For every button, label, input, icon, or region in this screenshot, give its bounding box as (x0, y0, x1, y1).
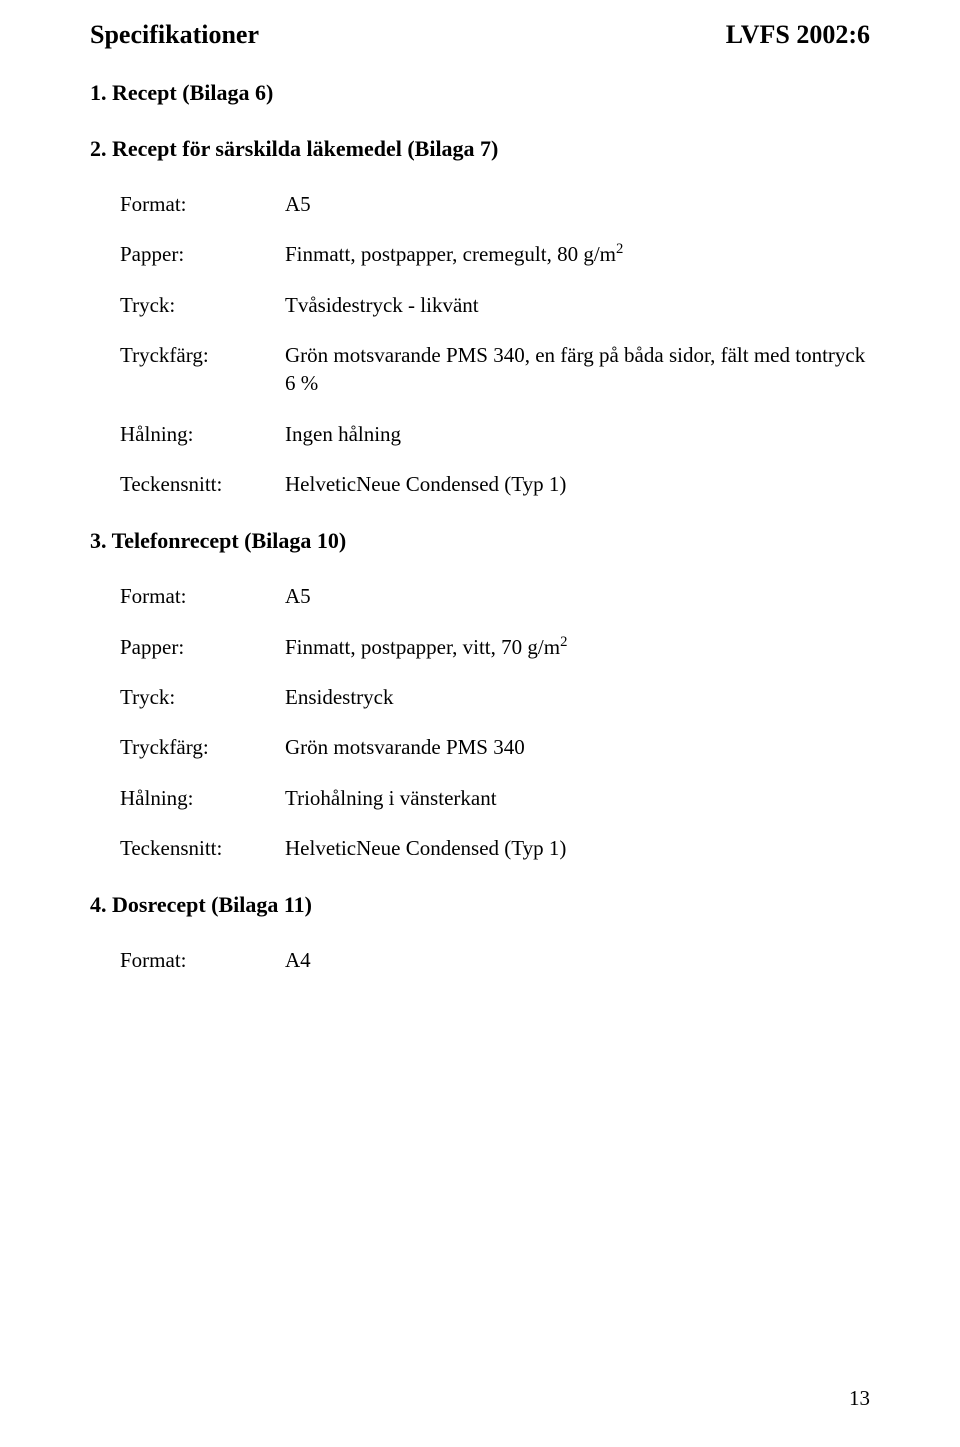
spec-value: A5 (285, 582, 870, 610)
page-title: Specifikationer (90, 20, 259, 50)
section-heading-1: 1. Recept (Bilaga 6) (90, 80, 870, 106)
spec-label: Hålning: (120, 784, 285, 812)
section-heading-2: 2. Recept för särskilda läkemedel (Bilag… (90, 136, 870, 162)
spec-table-3: Format: A5 Papper: Finmatt, postpapper, … (120, 582, 870, 862)
spec-row: Tryckfärg: Grön motsvarande PMS 340 (120, 733, 870, 761)
spec-table-4: Format: A4 (120, 946, 870, 974)
spec-row: Teckensnitt: HelveticNeue Condensed (Typ… (120, 834, 870, 862)
spec-row: Papper: Finmatt, postpapper, vitt, 70 g/… (120, 633, 870, 661)
section-heading-4: 4. Dosrecept (Bilaga 11) (90, 892, 870, 918)
spec-value: HelveticNeue Condensed (Typ 1) (285, 470, 870, 498)
spec-row: Teckensnitt: HelveticNeue Condensed (Typ… (120, 470, 870, 498)
spec-value: Grön motsvarande PMS 340 (285, 733, 870, 761)
spec-label: Teckensnitt: (120, 470, 285, 498)
spec-row: Hålning: Ingen hålning (120, 420, 870, 448)
spec-row: Tryckfärg: Grön motsvarande PMS 340, en … (120, 341, 870, 398)
spec-label: Tryck: (120, 291, 285, 319)
spec-label: Hålning: (120, 420, 285, 448)
spec-value: HelveticNeue Condensed (Typ 1) (285, 834, 870, 862)
spec-value: Grön motsvarande PMS 340, en färg på båd… (285, 341, 870, 398)
spec-value: Finmatt, postpapper, vitt, 70 g/m2 (285, 633, 870, 661)
spec-label: Tryckfärg: (120, 733, 285, 761)
spec-row: Format: A5 (120, 190, 870, 218)
spec-label: Tryck: (120, 683, 285, 711)
spec-label: Format: (120, 190, 285, 218)
spec-value: Triohålning i vänsterkant (285, 784, 870, 812)
spec-table-2: Format: A5 Papper: Finmatt, postpapper, … (120, 190, 870, 498)
spec-value: A5 (285, 190, 870, 218)
spec-value: Ingen hålning (285, 420, 870, 448)
spec-row: Papper: Finmatt, postpapper, cremegult, … (120, 240, 870, 268)
spec-label: Papper: (120, 240, 285, 268)
page: Specifikationer LVFS 2002:6 1. Recept (B… (0, 0, 960, 1447)
page-number: 13 (849, 1386, 870, 1411)
spec-row: Hålning: Triohålning i vänsterkant (120, 784, 870, 812)
section-heading-3: 3. Telefonrecept (Bilaga 10) (90, 528, 870, 554)
spec-label: Tryckfärg: (120, 341, 285, 369)
spec-label: Papper: (120, 633, 285, 661)
spec-label: Teckensnitt: (120, 834, 285, 862)
spec-value: A4 (285, 946, 870, 974)
spec-value: Tvåsidestryck - likvänt (285, 291, 870, 319)
spec-label: Format: (120, 582, 285, 610)
header-row: Specifikationer LVFS 2002:6 (90, 20, 870, 50)
spec-row: Format: A5 (120, 582, 870, 610)
spec-row: Format: A4 (120, 946, 870, 974)
spec-row: Tryck: Tvåsidestryck - likvänt (120, 291, 870, 319)
spec-label: Format: (120, 946, 285, 974)
spec-value: Finmatt, postpapper, cremegult, 80 g/m2 (285, 240, 870, 268)
spec-value: Ensidestryck (285, 683, 870, 711)
spec-row: Tryck: Ensidestryck (120, 683, 870, 711)
doc-id: LVFS 2002:6 (726, 20, 870, 50)
